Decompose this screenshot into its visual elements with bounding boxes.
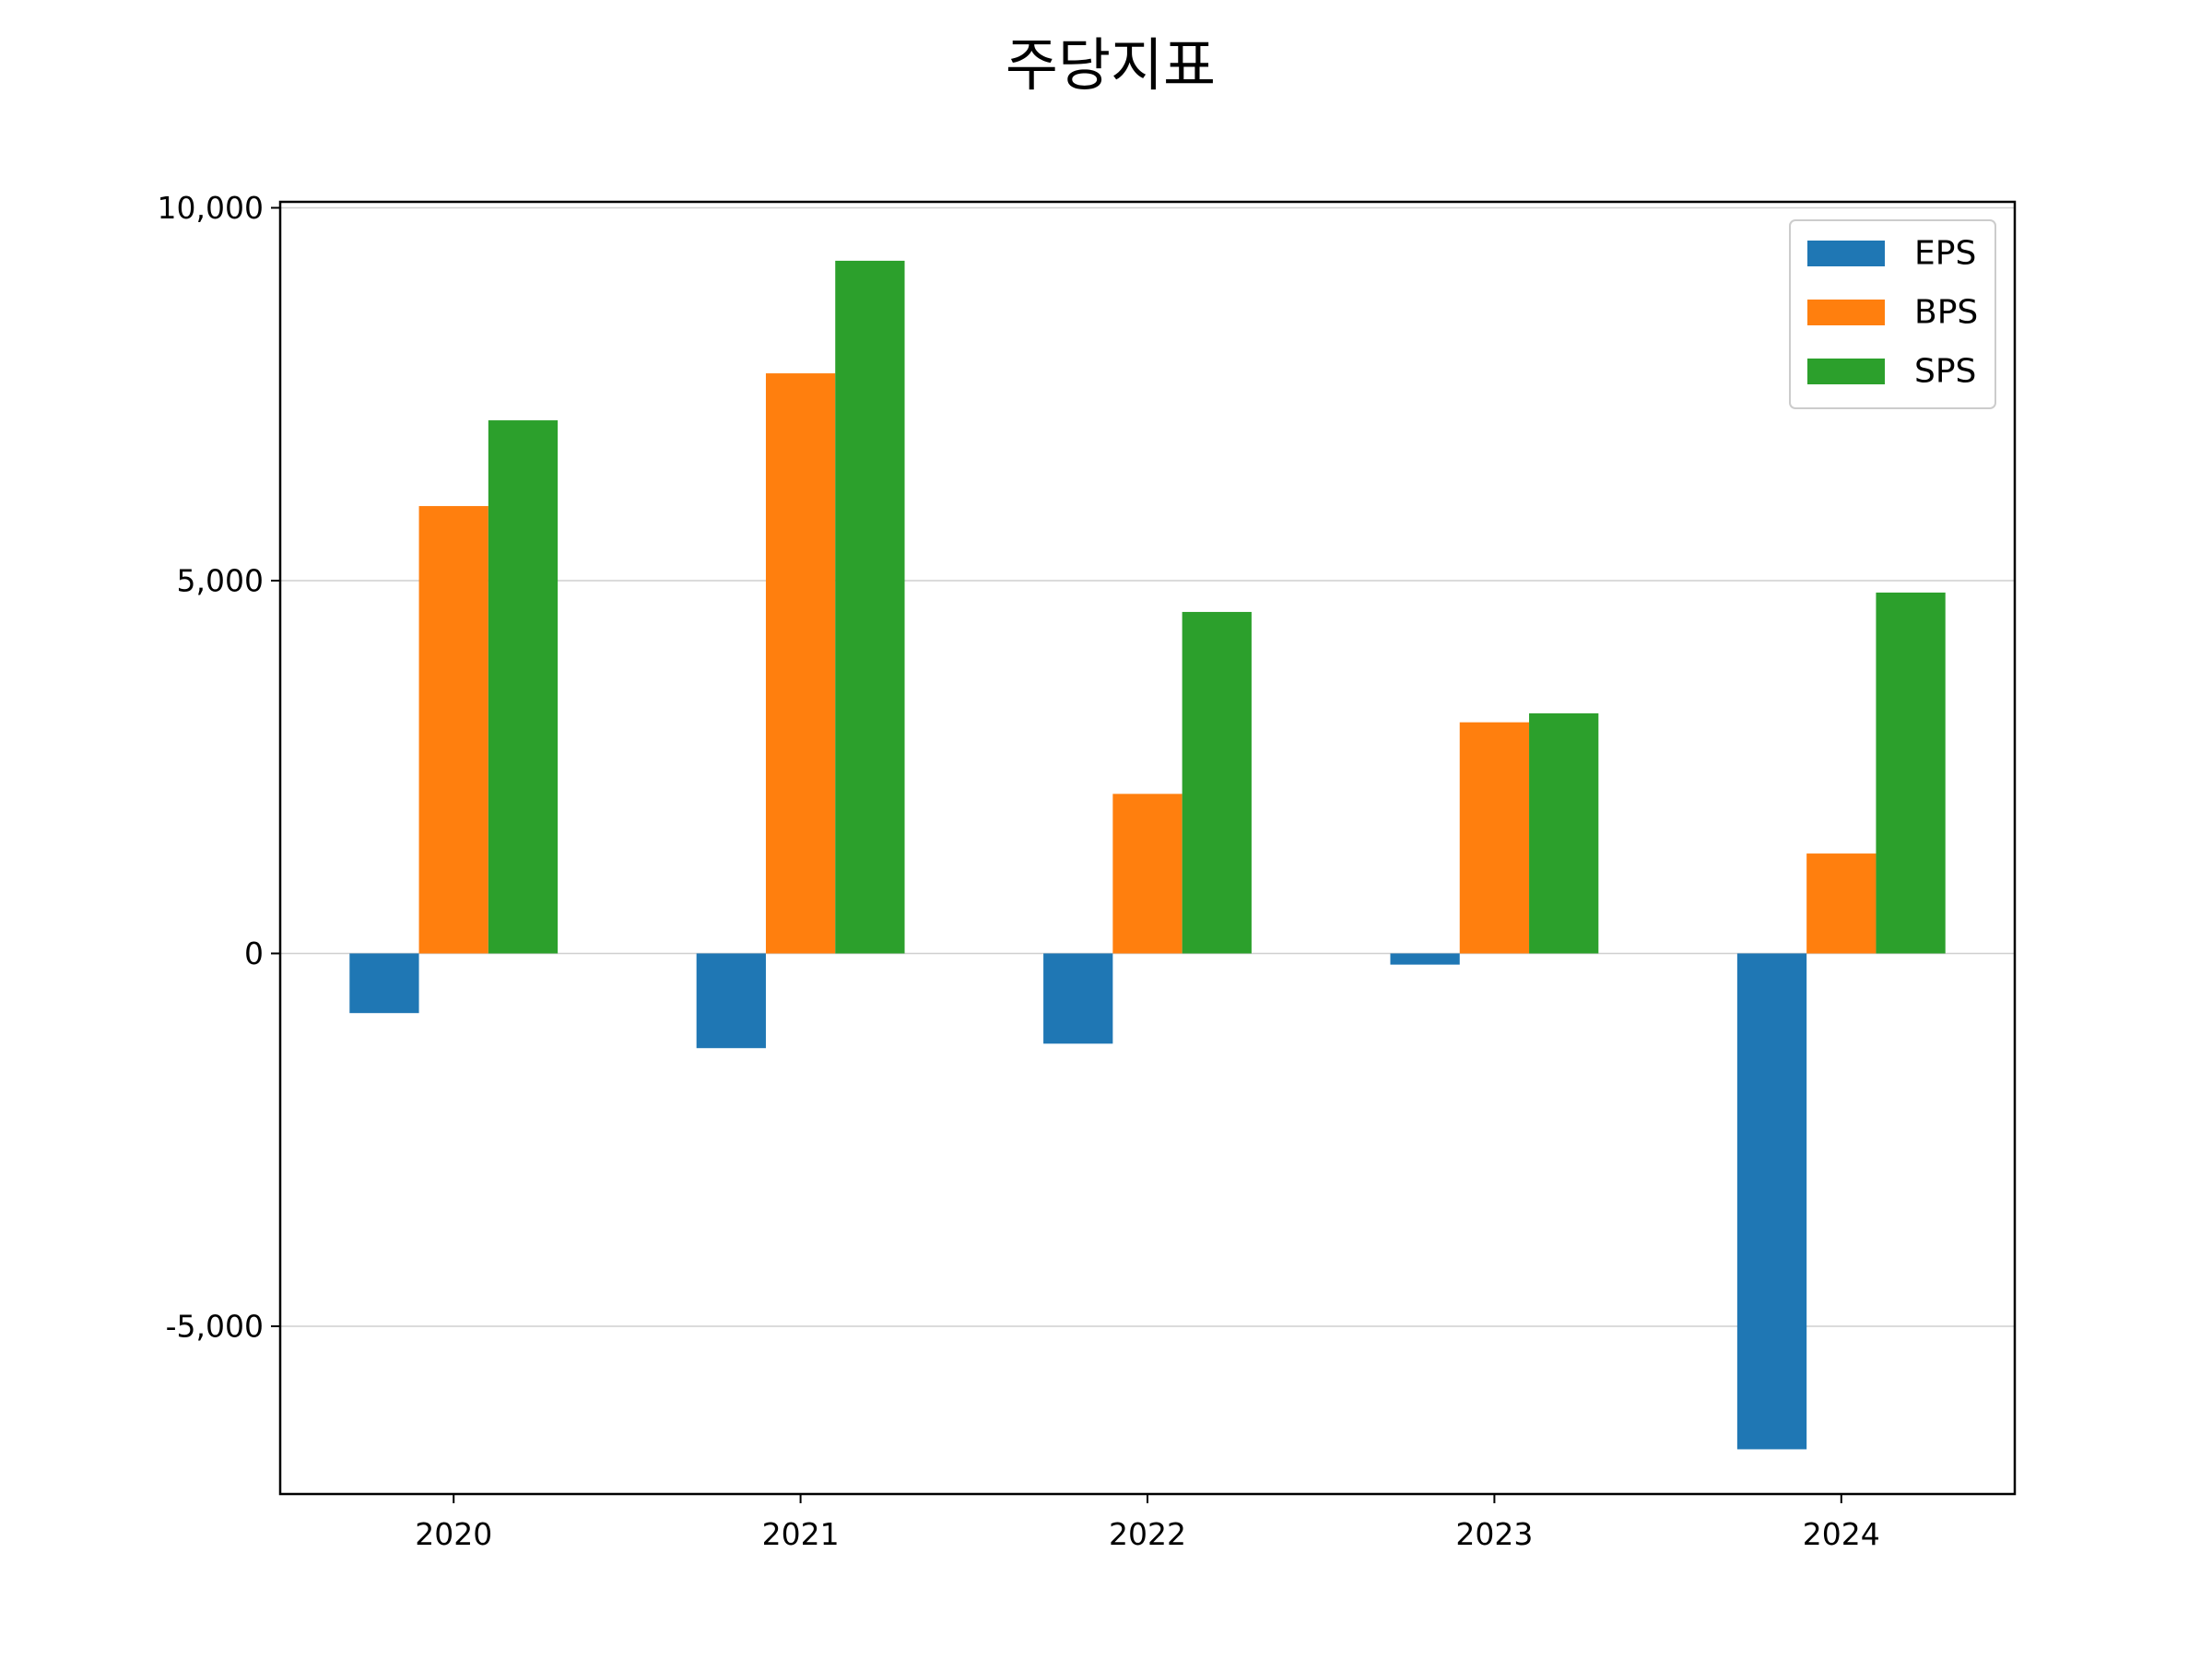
legend-swatch-bps [1807,300,1885,325]
y-tick-label: -5,000 [166,1308,264,1344]
legend-label-sps: SPS [1914,353,1976,391]
bar-eps-2020 [349,953,419,1014]
bar-sps-2021 [835,260,905,954]
bar-bps-2023 [1459,722,1530,954]
bars [349,260,1946,1450]
bar-sps-2022 [1182,611,1252,954]
y-tick-label: 0 [244,935,264,971]
bar-eps-2021 [696,953,766,1049]
bar-bps-2022 [1112,794,1182,954]
legend-swatch-sps [1807,359,1885,384]
legend-label-eps: EPS [1914,235,1976,273]
chart-title: 주당지표 [1006,31,1216,99]
bar-sps-2020 [488,420,559,954]
x-tick-label: 2021 [762,1516,840,1552]
x-tick-label: 2024 [1803,1516,1880,1552]
y-axis: -5,000 0 5,000 10,000 [158,190,280,1344]
bar-bps-2021 [765,373,836,954]
x-axis: 2020 2021 2022 2023 2024 [415,1494,1880,1552]
bar-eps-2024 [1736,953,1807,1450]
y-tick-label: 10,000 [158,190,264,226]
bar-eps-2022 [1043,953,1113,1044]
x-tick-label: 2022 [1109,1516,1186,1552]
bar-bps-2020 [418,506,488,954]
x-tick-label: 2020 [415,1516,492,1552]
bar-sps-2023 [1529,712,1599,954]
x-tick-label: 2023 [1455,1516,1533,1552]
legend-label-bps: BPS [1914,294,1978,332]
bar-bps-2024 [1806,853,1877,954]
grid-lines [280,206,2015,1327]
bar-sps-2024 [1876,592,1946,954]
legend[interactable]: EPS BPS SPS [1789,219,1996,409]
bar-eps-2023 [1390,953,1460,965]
y-tick-label: 5,000 [177,562,264,598]
legend-swatch-eps [1807,241,1885,266]
